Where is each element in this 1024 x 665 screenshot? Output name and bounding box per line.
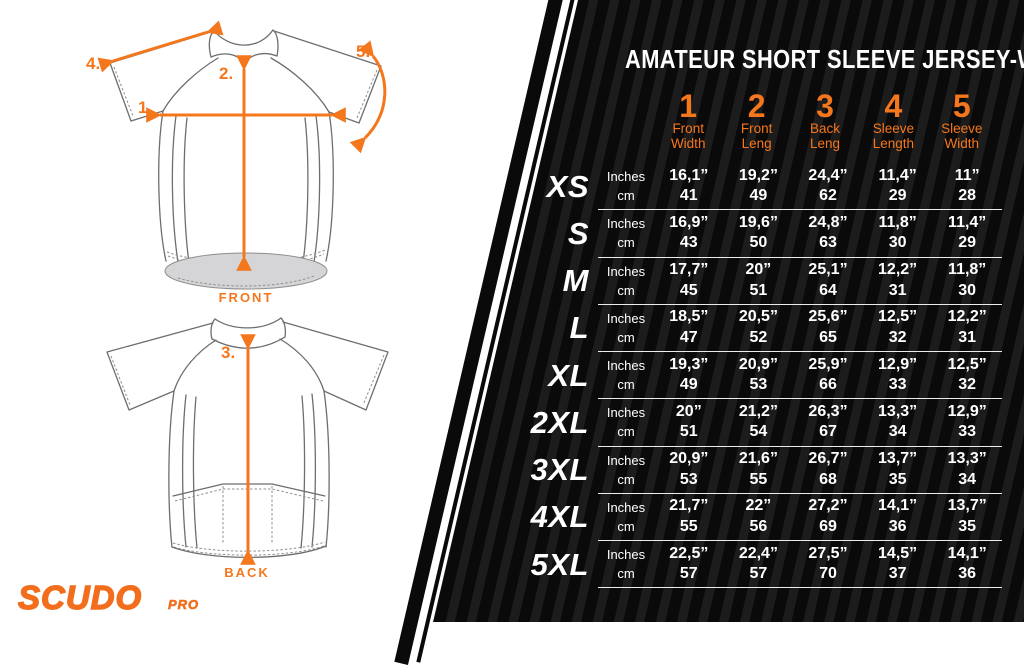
back-view-label: BACK [224,565,270,580]
front-side-panel-seam [183,117,190,264]
front-side-panel-seam [302,117,309,264]
back-collar-left-edge [210,318,216,340]
front-view-label: FRONT [219,290,274,305]
logo-main-text: SCUDO [18,579,142,616]
marker-2-label: 2. [219,64,233,83]
front-body-left-edge [158,110,167,262]
back-jersey-diagram: 3. BACK [106,317,389,580]
back-body-left-edge [168,390,175,548]
back-raglan-seam-right [279,338,325,392]
back-side-panel-seam [311,393,317,548]
front-collar-right-edge [272,29,279,57]
front-hem-ellipse [164,252,328,290]
front-body-right-edge [325,111,334,262]
marker-5-label: 5. [356,42,370,61]
sleeve-width-arrow [349,40,387,154]
back-left-sleeve [106,322,214,411]
front-left-cuff-stitch-line [113,66,134,117]
front-right-cuff-stitch-line [356,69,378,119]
back-left-cuff-stitch-line [110,355,131,406]
front-raglan-seam-right [270,57,330,113]
front-hem-stitch-line [166,249,326,263]
front-collar [213,29,274,46]
front-hem-inner-stitch [177,275,315,287]
back-side-panel-seam [181,394,187,548]
back-right-sleeve [282,321,389,411]
front-raglan-seam-left [162,57,219,112]
jersey-measurement-diagram: 1. 2. 4. 5. FRONT [17,20,389,617]
back-hem-stitch-line [173,545,325,556]
front-collar-left-edge [208,30,215,58]
back-collar [214,317,282,329]
back-right-cuff-stitch-line [362,354,385,406]
logo-suffix-text: PRO [168,597,199,612]
back-collar-right-edge [280,317,287,338]
marker-1-label: 1. [138,98,152,117]
scudo-pro-logo: SCUDO PRO [17,578,199,616]
back-body-right-edge [323,390,330,548]
front-jersey-diagram: 1. 2. 4. 5. FRONT [86,20,387,305]
front-side-panel-seam [313,115,321,263]
marker-4-label: 4. [86,54,100,73]
sleeve-length-arrow [97,20,224,73]
front-side-panel-seam [171,115,179,263]
marker-3-label: 3. [221,343,235,362]
back-side-panel-seam [192,396,198,549]
back-raglan-seam-left [173,339,217,392]
back-side-panel-seam [300,395,306,549]
